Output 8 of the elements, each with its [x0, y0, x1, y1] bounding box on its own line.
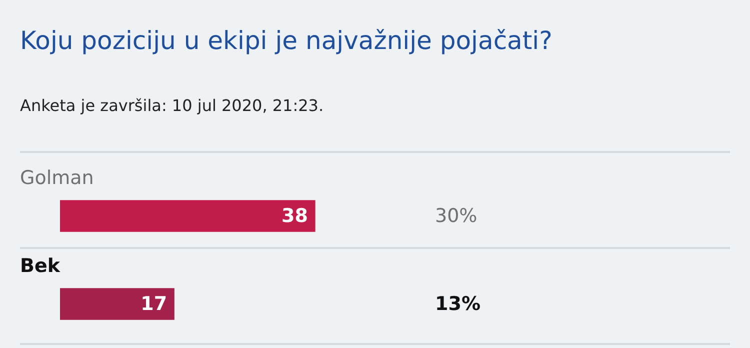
- chart-subtitle: Anketa je završila: 10 jul 2020, 21:23.: [20, 96, 324, 115]
- y-tick-label: Bek: [20, 254, 60, 277]
- y-tick-label: Golman: [20, 166, 94, 189]
- data-label: 17: [140, 292, 168, 315]
- text: 30%: [435, 204, 478, 227]
- chart-title: Koju poziciju u ekipi je najvažnije pojačati?: [20, 26, 552, 55]
- data-label: 38: [282, 204, 308, 227]
- text: 13%: [435, 292, 480, 315]
